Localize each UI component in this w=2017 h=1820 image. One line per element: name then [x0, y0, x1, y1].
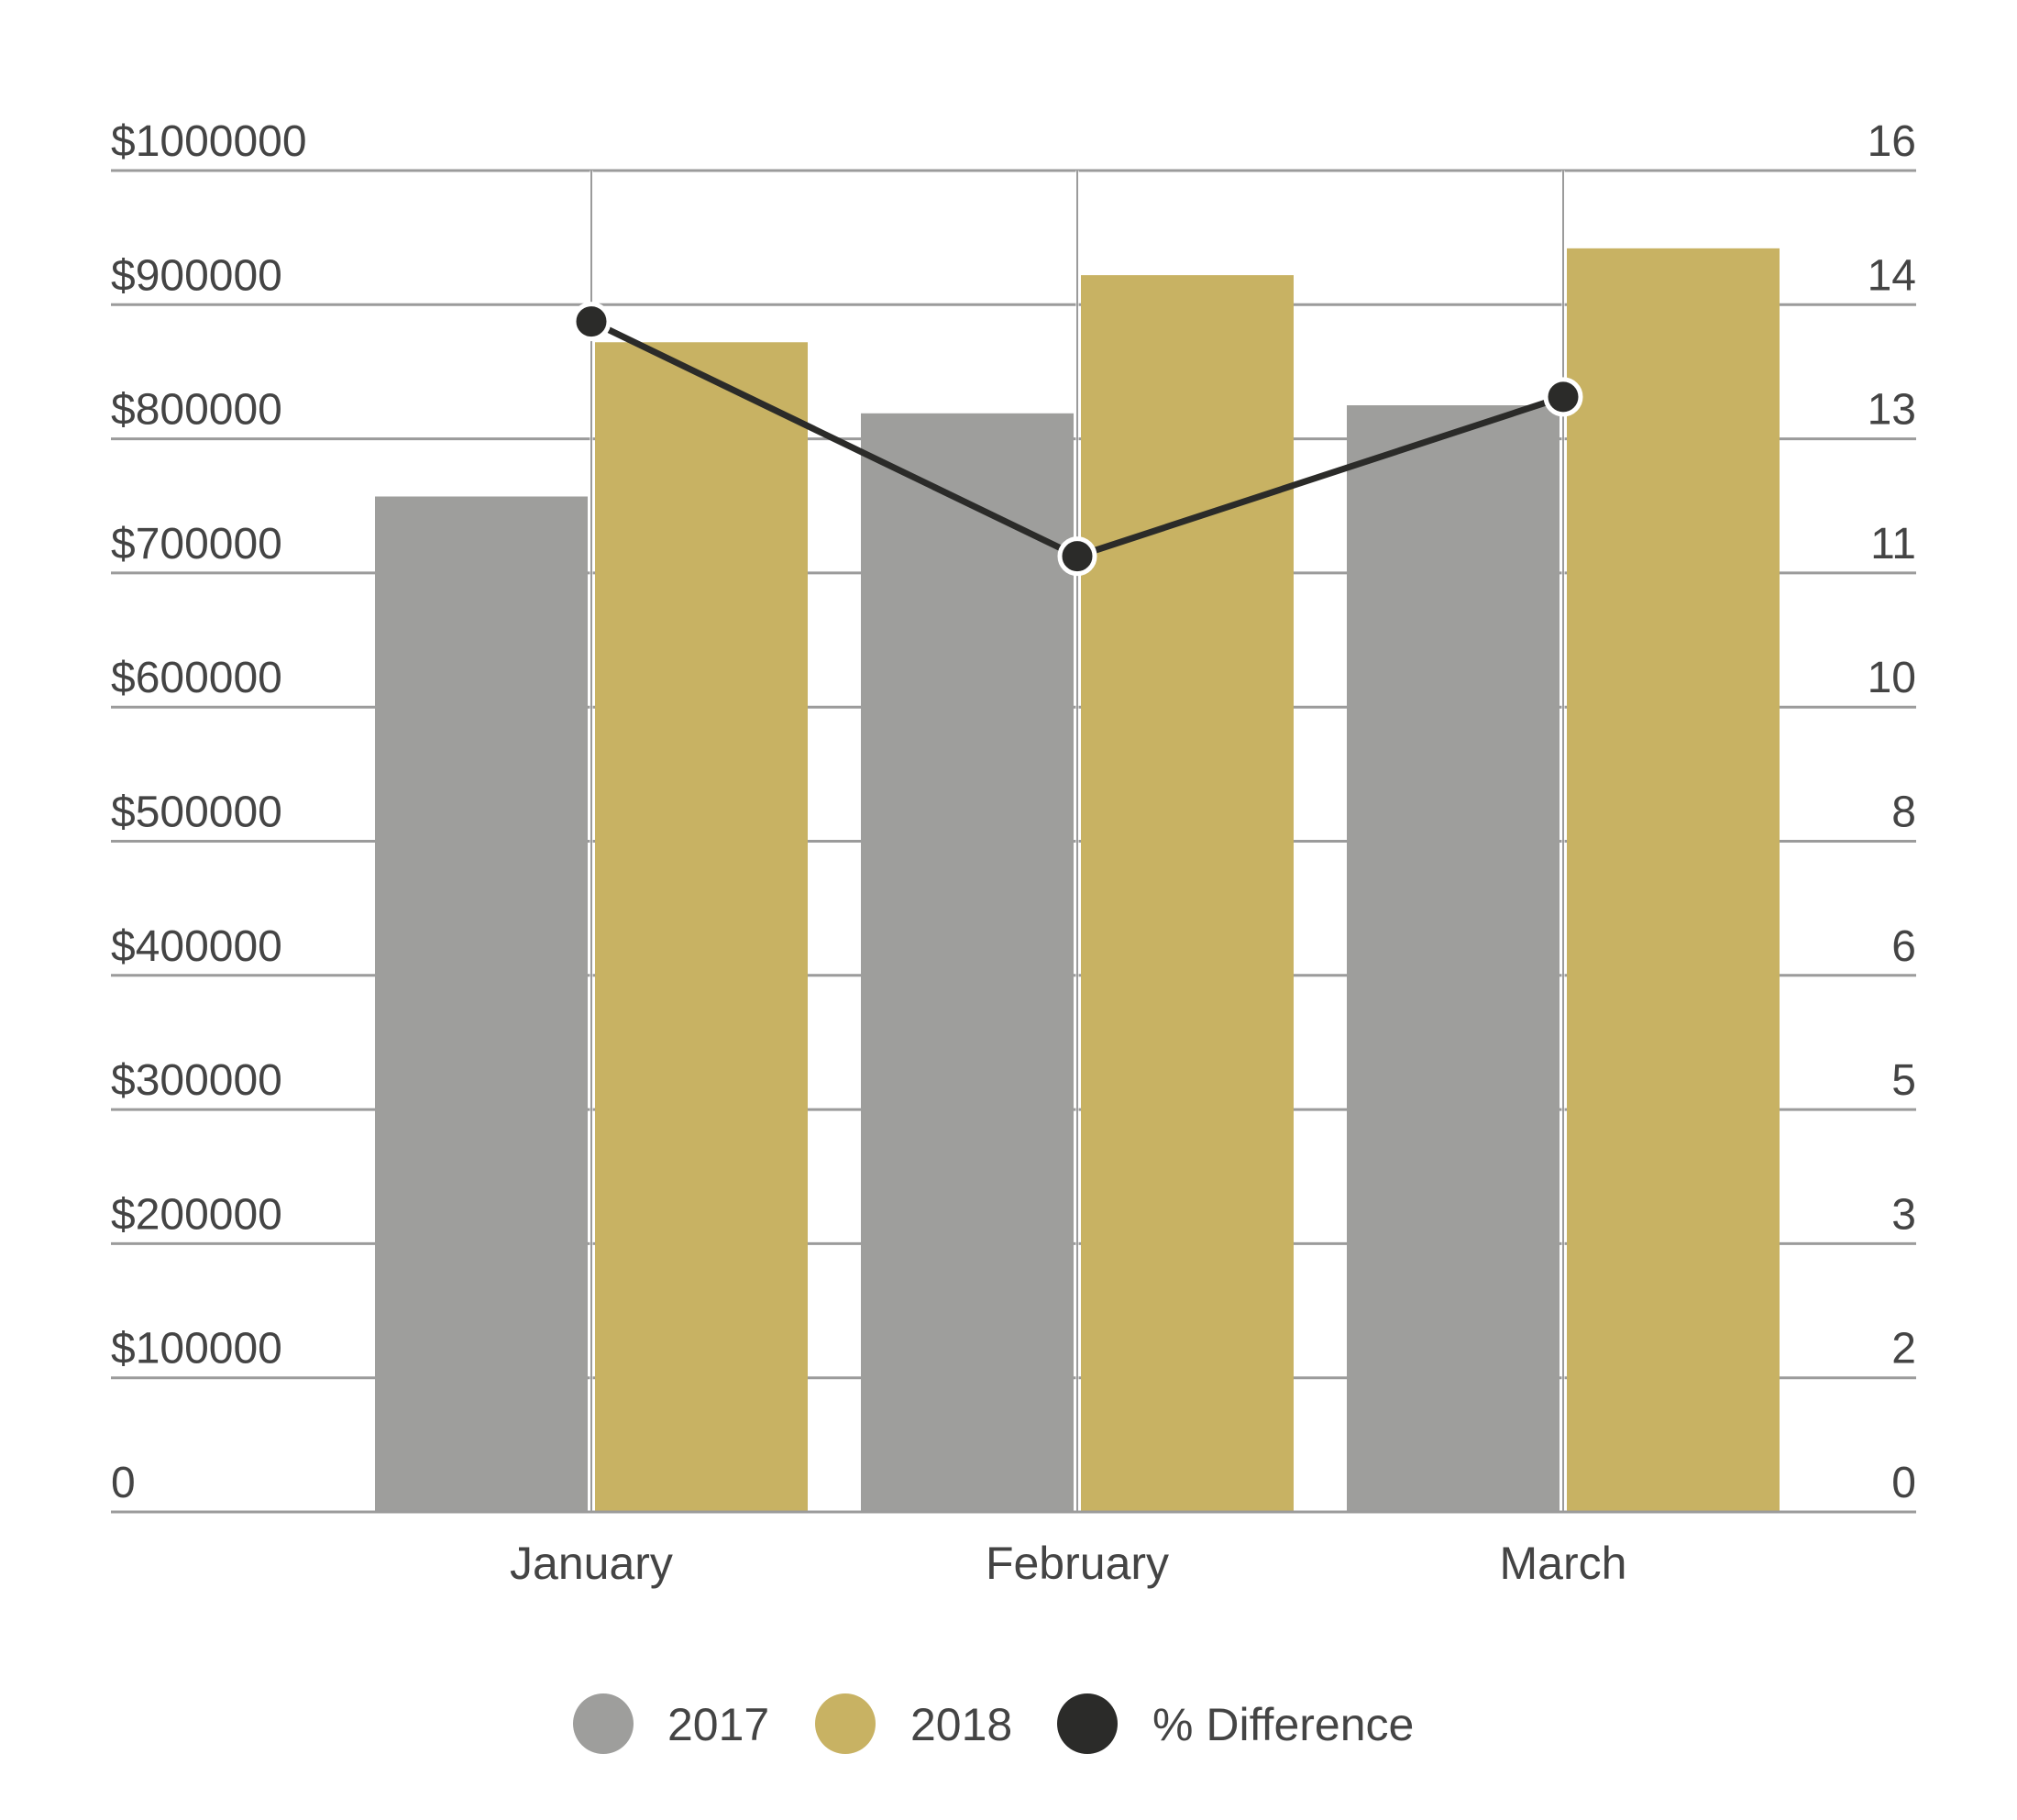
right-tick-label: 14: [1868, 251, 1916, 300]
left-tick-label: $1000000: [111, 117, 307, 166]
point-February: [1057, 536, 1097, 577]
right-tick-label: 6: [1891, 922, 1916, 971]
right-tick-label: 11: [1870, 520, 1916, 568]
right-axis-ticks: 0 2 3 5 6 8 10 11 13 14 16: [1868, 117, 1916, 1507]
legend-label: 2018: [910, 1699, 1012, 1750]
bar-2017-March: [1347, 405, 1560, 1512]
bar-2018-March: [1567, 248, 1780, 1512]
left-tick-label: $200000: [111, 1190, 282, 1239]
category-label: January: [510, 1538, 673, 1589]
left-tick-label: $600000: [111, 654, 282, 702]
legend-label: % Difference: [1152, 1699, 1414, 1750]
legend-swatch: [573, 1693, 634, 1754]
left-axis-ticks: 0 $100000 $200000 $300000 $400000 $500000 $600…: [111, 117, 307, 1507]
legend-swatch: [1057, 1693, 1118, 1754]
left-tick-label: $400000: [111, 922, 282, 971]
bars: [375, 248, 1780, 1513]
left-tick-label: $800000: [111, 386, 282, 435]
point-January: [571, 302, 612, 342]
bar-2017-January: [375, 496, 588, 1512]
left-tick-label: $900000: [111, 251, 282, 300]
bar-2017-February: [861, 413, 1074, 1513]
point-March: [1543, 377, 1583, 417]
category-labels: January February March: [510, 1538, 1626, 1589]
right-tick-label: 8: [1891, 789, 1916, 837]
left-tick-label: $500000: [111, 789, 282, 837]
category-label: March: [1500, 1538, 1627, 1589]
right-tick-label: 3: [1891, 1190, 1916, 1239]
right-tick-label: 0: [1891, 1459, 1916, 1507]
right-tick-label: 5: [1891, 1056, 1916, 1105]
right-tick-label: 2: [1891, 1325, 1916, 1373]
bar-2018-January: [595, 342, 808, 1512]
bar-2018-February: [1081, 275, 1294, 1512]
left-tick-label: $100000: [111, 1325, 282, 1373]
right-tick-label: 10: [1868, 654, 1916, 702]
category-label: February: [986, 1538, 1169, 1589]
legend-swatch: [815, 1693, 876, 1754]
left-tick-label: $300000: [111, 1056, 282, 1105]
left-tick-label: 0: [111, 1459, 136, 1507]
left-tick-label: $700000: [111, 520, 282, 568]
legend: 2017 2018 % Difference: [573, 1693, 1414, 1754]
right-tick-label: 13: [1868, 386, 1916, 435]
legend-label: 2017: [667, 1699, 769, 1750]
right-tick-label: 16: [1868, 117, 1916, 166]
